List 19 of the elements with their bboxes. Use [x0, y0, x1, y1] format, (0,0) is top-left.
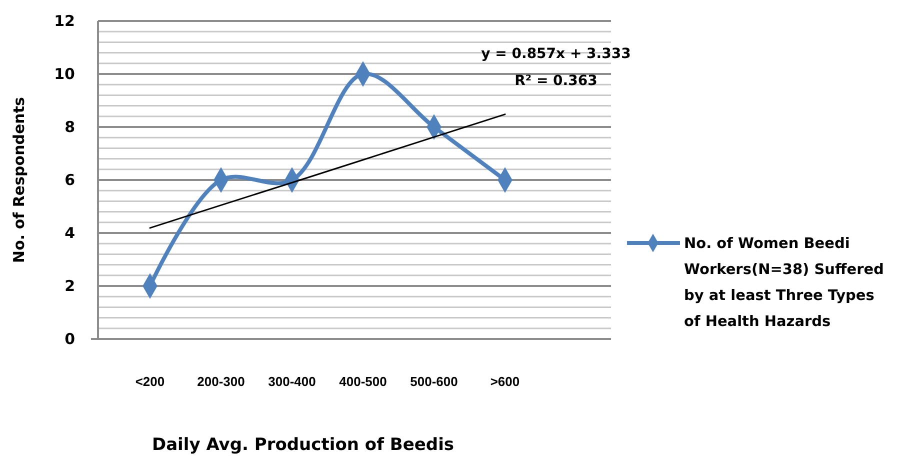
x-tick-label: 300-400 — [268, 374, 316, 389]
y-tick-label: 8 — [64, 118, 75, 136]
y-tick-label: 10 — [54, 65, 75, 83]
x-tick-label: 500-600 — [410, 374, 458, 389]
y-axis-title: No. of Respondents — [10, 96, 28, 263]
annotation: y = 0.857x + 3.333 — [481, 46, 631, 62]
legend-label: No. of Women Beedi Workers(N=38) Suffered by at least Three Types of Health Hazards — [684, 236, 884, 330]
y-tick-label: 0 — [64, 330, 75, 348]
x-tick-label: <200 — [135, 374, 165, 389]
y-tick-label: 4 — [64, 224, 75, 242]
x-tick-label: 200-300 — [197, 374, 245, 389]
x-axis-title: Daily Avg. Production of Beedis — [152, 435, 454, 455]
x-tick-label: >600 — [490, 374, 520, 389]
y-tick-label: 12 — [54, 12, 75, 30]
line-series — [149, 114, 506, 229]
y-tick-label: 6 — [64, 171, 75, 189]
y-tick-label: 2 — [64, 277, 75, 295]
annotation: R² = 0.363 — [514, 73, 598, 89]
x-tick-label: 400-500 — [339, 374, 387, 389]
